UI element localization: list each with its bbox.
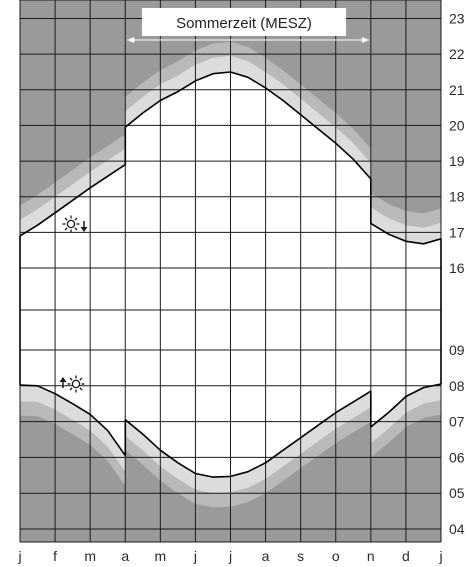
sun-ray	[79, 377, 83, 381]
sun-core	[71, 379, 81, 389]
sun-ray	[69, 377, 73, 381]
sun-icons	[59, 215, 88, 393]
dst-label-box	[142, 8, 346, 36]
grid	[19, 0, 442, 543]
x-tick-label: f	[53, 548, 57, 564]
x-tick-label: m	[154, 548, 166, 564]
arrow-head	[59, 377, 67, 382]
y-tick-label: 18	[449, 189, 465, 205]
y-tick-label: 19	[449, 153, 465, 169]
sun-down-icon	[62, 215, 88, 233]
curves	[19, 71, 442, 478]
y-tick-label: 23	[449, 11, 465, 27]
sun-up-icon	[59, 375, 85, 393]
sunrise-line	[19, 383, 442, 478]
sun-ray	[74, 217, 78, 221]
x-tick-label: j	[438, 548, 442, 564]
x-tick-label: n	[367, 548, 375, 564]
sun-ray	[79, 387, 83, 391]
y-tick-label: 07	[449, 414, 465, 430]
dst-label: Sommerzeit (MESZ)	[176, 15, 312, 32]
x-tick-label: j	[228, 548, 232, 564]
x-tick-label: o	[332, 548, 340, 564]
y-tick-label: 16	[449, 260, 465, 276]
y-tick-label: 05	[449, 485, 465, 501]
y-tick-label: 09	[449, 342, 465, 358]
x-tick-label: s	[297, 548, 304, 564]
y-tick-label: 20	[449, 117, 465, 133]
dst-annotation: Sommerzeit (MESZ)	[127, 8, 369, 43]
x-tick-label: j	[17, 548, 21, 564]
x-tick-label: j	[193, 548, 197, 564]
y-tick-label: 06	[449, 449, 465, 465]
y-tick-label: 04	[449, 521, 465, 537]
x-tick-label: a	[262, 548, 270, 564]
y-tick-label: 17	[449, 224, 465, 240]
sun-core	[66, 219, 76, 229]
y-tick-label: 22	[449, 46, 465, 62]
x-tick-label: m	[84, 548, 96, 564]
dst-arrow-right-head	[361, 37, 369, 43]
arrow-head	[80, 227, 88, 232]
x-tick-label: a	[121, 548, 129, 564]
sun-ray	[69, 387, 73, 391]
sun-ray	[64, 227, 68, 231]
y-tick-label: 21	[449, 82, 465, 98]
sun-ray	[74, 227, 78, 231]
y-tick-label: 08	[449, 378, 465, 394]
sunset-line	[19, 71, 442, 245]
sun-ray	[64, 217, 68, 221]
x-tick-label: d	[402, 548, 410, 564]
dst-arrow-left-head	[127, 37, 135, 43]
y-tick-labels: 23 22 21 20 19 18 17 16 09 08 07 06 05 04	[449, 11, 465, 538]
